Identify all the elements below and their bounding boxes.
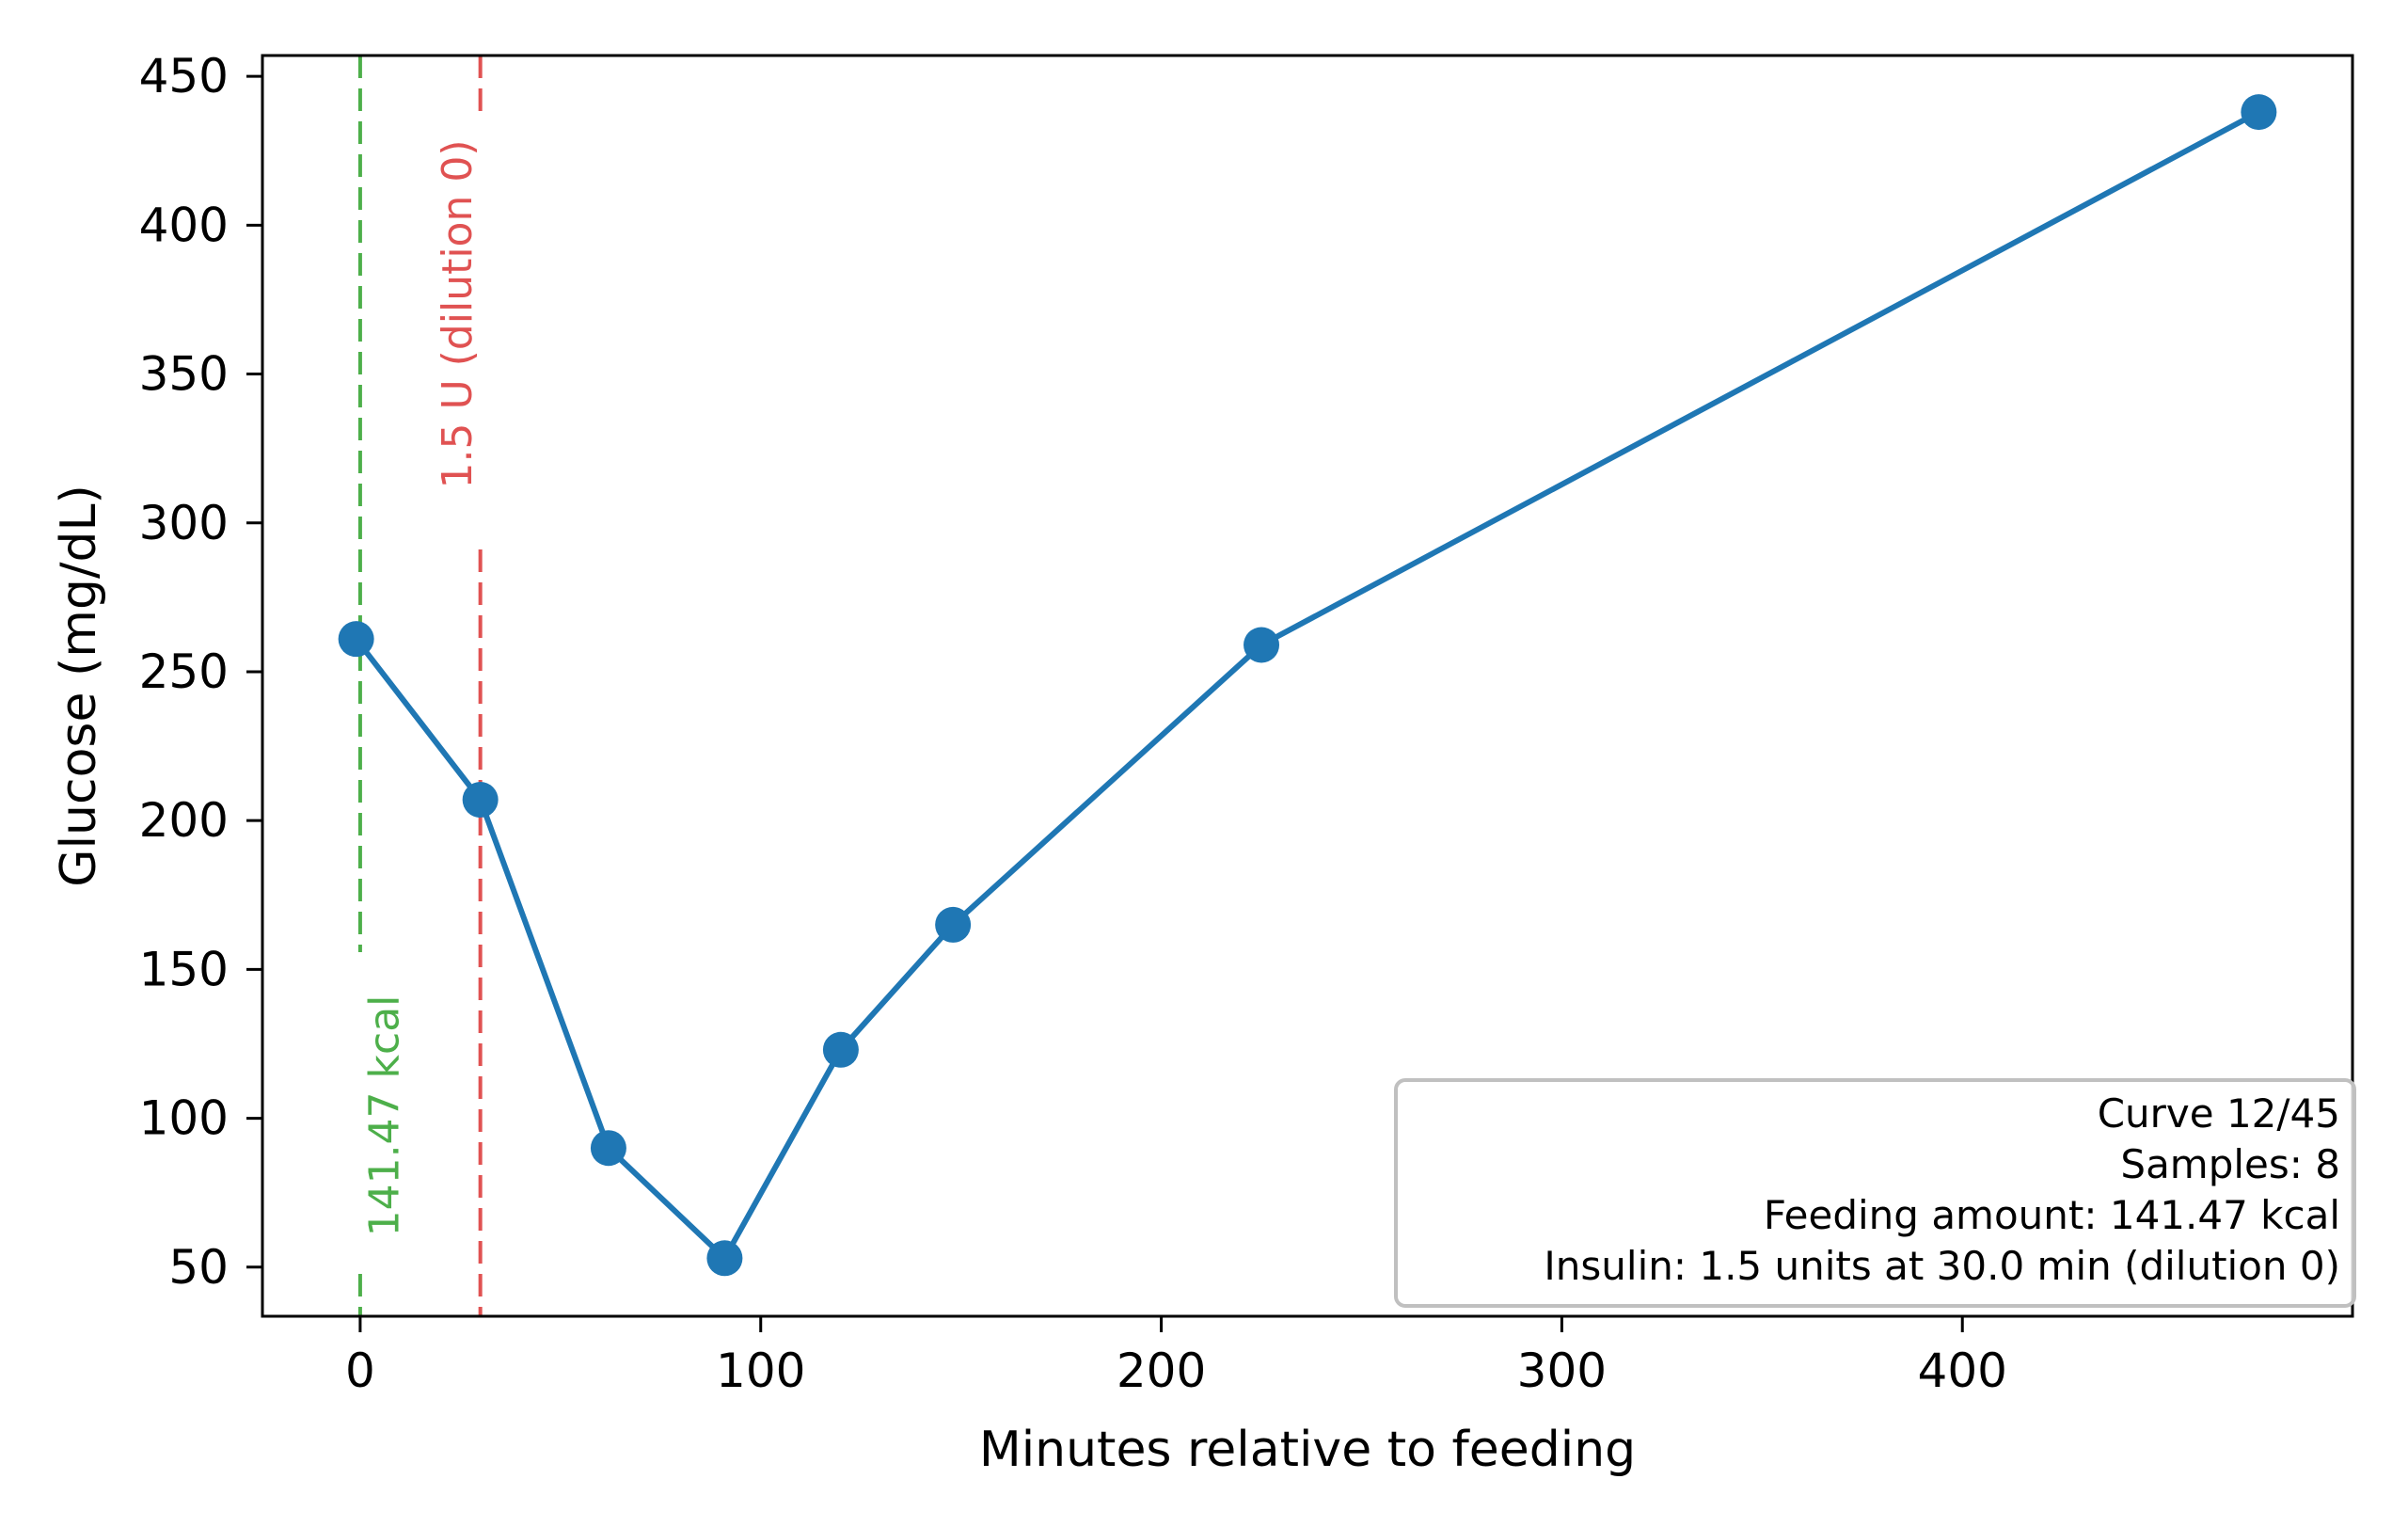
x-tick-label: 100: [716, 1344, 805, 1398]
vline-label-bg-1: [470, 118, 490, 544]
annotation-box: Curve 12/45 Samples: 8 Feeding amount: 1…: [1394, 1078, 2356, 1308]
data-point: [822, 1031, 859, 1068]
y-tick-label: 50: [168, 1240, 229, 1295]
data-point: [706, 1240, 743, 1277]
y-tick-label: 400: [139, 198, 229, 252]
y-tick-label: 350: [139, 347, 229, 402]
data-point: [338, 621, 374, 658]
annotation-samples: Samples: 8: [2120, 1141, 2340, 1187]
data-point: [590, 1130, 626, 1167]
x-axis-label: Minutes relative to feeding: [979, 1422, 1636, 1478]
data-point: [462, 782, 499, 819]
y-tick-label: 300: [139, 496, 229, 550]
x-axis-ticks: 0 100 200 300 400: [345, 1316, 2007, 1398]
y-axis-ticks: 50 100 150 200 250 300 350 400 450: [139, 49, 262, 1295]
y-tick-label: 200: [139, 793, 229, 848]
y-tick-label: 150: [139, 942, 229, 996]
annotation-insulin: Insulin: 1.5 units at 30.0 min (dilution…: [1544, 1243, 2340, 1289]
vline-label-0: 141.47 kcal: [360, 995, 408, 1237]
vline-label-bg-0: [354, 952, 366, 1272]
plot-frame: [261, 54, 2354, 1318]
data-point: [935, 906, 972, 943]
annotation-curve: Curve 12/45: [2098, 1090, 2340, 1137]
y-tick-label: 250: [139, 644, 229, 699]
data-point: [1244, 627, 1280, 663]
y-tick-label: 100: [139, 1091, 229, 1146]
y-axis-label: Glucose (mg/dL): [51, 485, 107, 886]
x-tick-label: 300: [1517, 1344, 1607, 1398]
x-tick-label: 400: [1918, 1344, 2007, 1398]
data-point: [2241, 94, 2277, 131]
series-line: [354, 109, 2260, 1262]
vertical-markers: 141.47 kcal 1.5 U (dilution 0): [354, 56, 490, 1316]
vline-label-1: 1.5 U (dilution 0): [434, 139, 482, 488]
annotation-box-frame: [1394, 1078, 2356, 1308]
annotation-feeding: Feeding amount: 141.47 kcal: [1764, 1192, 2340, 1238]
x-tick-label: 0: [345, 1344, 375, 1398]
y-tick-label: 450: [139, 49, 229, 103]
x-tick-label: 200: [1117, 1344, 1206, 1398]
series-layer: [338, 94, 2277, 1277]
